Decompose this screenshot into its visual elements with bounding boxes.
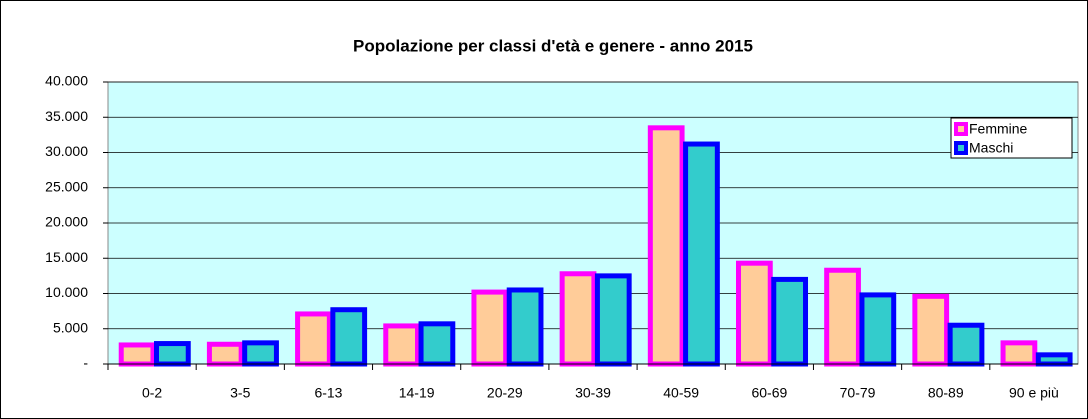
bar — [647, 125, 685, 367]
y-tick-label: 35.000 — [45, 108, 88, 124]
x-tick-label: 20-29 — [487, 385, 523, 401]
bar — [1000, 340, 1038, 367]
bar — [736, 260, 773, 367]
x-tick-label: 90 e più — [1009, 385, 1059, 401]
legend-label: Maschi — [969, 140, 1013, 156]
y-tick-label: 40.000 — [45, 73, 88, 89]
bar — [771, 276, 809, 367]
bar — [242, 340, 279, 367]
chart-title: Popolazione per classi d'età e genere - … — [353, 36, 753, 55]
bar — [859, 292, 897, 367]
x-tick-label: 3-5 — [230, 385, 250, 401]
bar — [383, 323, 421, 367]
bar — [330, 307, 368, 367]
bar — [154, 341, 191, 367]
x-tick-label: 70-79 — [840, 385, 876, 401]
x-tick-label: 60-69 — [751, 385, 787, 401]
bar — [947, 322, 985, 367]
legend-label: Femmine — [969, 121, 1028, 137]
x-tick-label: 80-89 — [928, 385, 964, 401]
legend-marker — [954, 141, 968, 155]
legend-marker — [954, 122, 968, 136]
bar — [683, 141, 720, 367]
y-tick-label: - — [83, 355, 88, 371]
y-tick-label: 30.000 — [45, 143, 88, 159]
y-tick-label: 15.000 — [45, 249, 88, 265]
bar — [506, 287, 544, 367]
x-tick-label: 6-13 — [314, 385, 342, 401]
y-tick-label: 10.000 — [45, 284, 88, 300]
x-tick-label: 40-59 — [663, 385, 699, 401]
bar — [1035, 352, 1073, 367]
y-tick-label: 20.000 — [45, 214, 88, 230]
bar — [824, 267, 861, 367]
bar — [118, 342, 156, 367]
x-tick-label: 14-19 — [399, 385, 435, 401]
x-tick-label: 0-2 — [142, 385, 162, 401]
bar — [559, 271, 597, 367]
bar — [295, 311, 332, 367]
legend-box — [950, 117, 1073, 159]
bar — [912, 293, 950, 367]
bar — [594, 273, 632, 367]
bar — [206, 341, 244, 367]
y-tick-label: 25.000 — [45, 178, 88, 194]
x-tick-label: 30-39 — [575, 385, 611, 401]
bar — [418, 321, 456, 367]
bar — [471, 289, 509, 367]
y-tick-label: 5.000 — [53, 319, 88, 335]
